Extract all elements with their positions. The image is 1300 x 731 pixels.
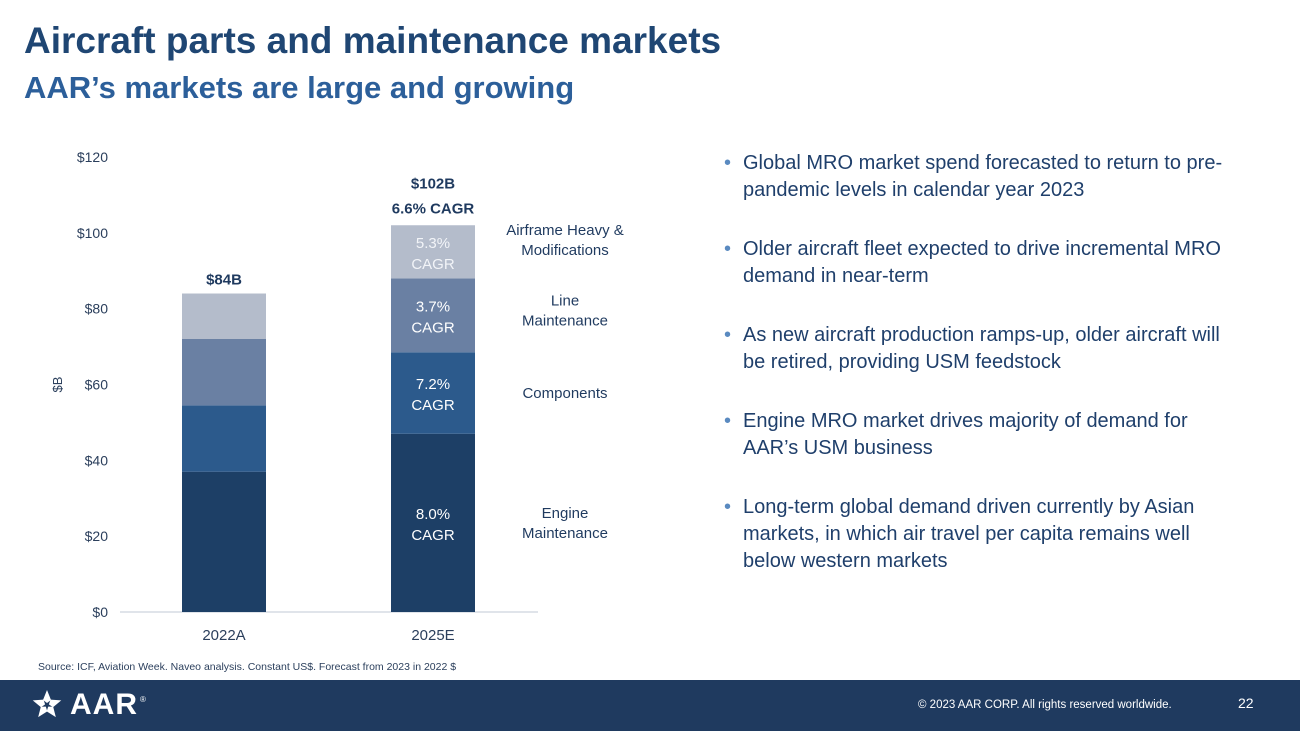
bullet-item: • Older aircraft fleet expected to drive … xyxy=(724,238,1221,287)
y-tick-label: $20 xyxy=(85,528,109,544)
bullet-item: • As new aircraft production ramps-up, ol… xyxy=(724,324,1220,373)
series-legend-label: Maintenance xyxy=(522,525,608,542)
y-tick-label: $100 xyxy=(77,225,108,241)
bar-segment xyxy=(391,352,475,434)
segment-cagr-label: CAGR xyxy=(411,397,455,414)
source-note: Source: ICF, Aviation Week. Naveo analys… xyxy=(38,661,457,673)
segment-cagr-label: CAGR xyxy=(411,319,455,336)
aar-logo: AAR ® xyxy=(30,688,146,722)
series-legend-label: Airframe Heavy & xyxy=(506,222,624,239)
slide-title: Aircraft parts and maintenance markets xyxy=(24,20,722,61)
bar-segment xyxy=(182,293,266,339)
segment-cagr-label: 8.0% xyxy=(416,506,450,523)
x-tick-label: 2022A xyxy=(202,627,245,644)
copyright-text: © 2023 AAR CORP. All rights reserved wor… xyxy=(918,699,1172,711)
y-tick-label: $60 xyxy=(85,377,109,393)
total-cagr-label: 6.6% CAGR xyxy=(392,200,475,217)
bar-segment xyxy=(182,471,266,612)
series-legend-label: Modifications xyxy=(521,242,609,259)
bullet-dot-icon: • xyxy=(724,410,732,432)
bar-segment xyxy=(391,278,475,353)
series-legend-label: Maintenance xyxy=(522,312,608,329)
bullet-dot-icon: • xyxy=(724,152,732,174)
y-tick-label: $120 xyxy=(77,149,108,165)
bullet-item: • Engine MRO market drives majority of de… xyxy=(724,410,1188,459)
logo-text: AAR xyxy=(70,688,138,721)
x-tick-label: 2025E xyxy=(411,627,454,644)
bullet-dot-icon: • xyxy=(724,496,732,518)
bullet-item: • Global MRO market spend forecasted to r… xyxy=(724,152,1223,201)
series-legend-label: Engine xyxy=(542,505,589,522)
segment-cagr-label: 7.2% xyxy=(416,376,450,393)
page-number: 22 xyxy=(1238,695,1254,711)
series-legend-label: Line xyxy=(551,292,579,309)
y-tick-label: $40 xyxy=(85,452,109,468)
bullet-item: • Long-term global demand driven currentl… xyxy=(724,496,1195,572)
bullet-dot-icon: • xyxy=(724,324,732,346)
segment-cagr-label: CAGR xyxy=(411,256,455,273)
aar-logo-icon xyxy=(32,690,62,718)
bar-total-label: $84B xyxy=(206,272,242,289)
bar-segment xyxy=(182,405,266,472)
bullet-dot-icon: • xyxy=(724,238,732,260)
market-stacked-bar-chart: $0 $20 $40 $60 $80 $100 $120 $B $84B 2022A 8.0% CAG… xyxy=(50,149,624,644)
slide-subtitle: AAR’s markets are large and growing xyxy=(24,70,575,105)
segment-cagr-label: 5.3% xyxy=(416,235,450,252)
bullet-list: • Global MRO market spend forecasted to r… xyxy=(724,150,1244,607)
y-tick-label: $80 xyxy=(85,301,109,317)
bar-segment xyxy=(391,225,475,279)
bar-segment xyxy=(391,433,475,612)
footer-bar: AAR ® © 2023 AAR CORP. All rights reserv… xyxy=(0,680,1300,731)
y-tick-label: $0 xyxy=(92,604,108,620)
bar-total-label: $102B xyxy=(411,175,455,192)
bar-segment xyxy=(182,339,266,406)
segment-cagr-label: 3.7% xyxy=(416,298,450,315)
series-legend-label: Components xyxy=(522,385,607,402)
logo-registered-mark: ® xyxy=(140,694,146,704)
y-axis-label: $B xyxy=(50,377,65,393)
segment-cagr-label: CAGR xyxy=(411,527,455,544)
